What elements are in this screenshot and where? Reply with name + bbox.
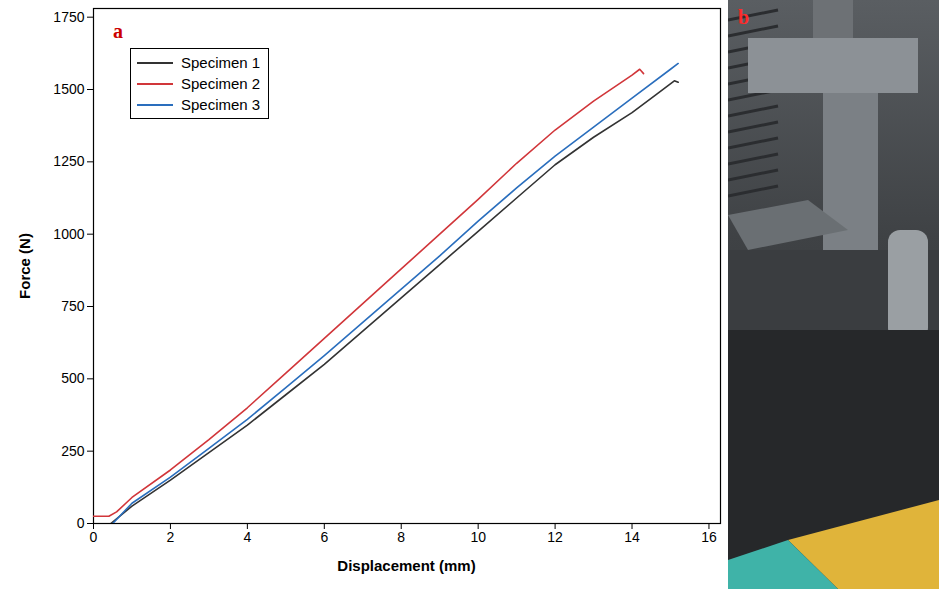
svg-text:16: 16 (701, 529, 717, 545)
html-text:Specimen 2: Specimen 2 (181, 75, 261, 92)
html-text:Displacement (mm): Displacement (mm) (337, 557, 476, 574)
svg-text:8: 8 (397, 529, 405, 545)
svg-text:1750: 1750 (53, 9, 84, 25)
html-text:Force (N): Force (N) (15, 232, 33, 299)
svg-text:0: 0 (77, 515, 85, 531)
svg-text:14: 14 (624, 529, 640, 545)
svg-text:1000: 1000 (53, 226, 84, 242)
html-text:Specimen 3: Specimen 3 (181, 96, 261, 113)
svg-text:6: 6 (320, 529, 328, 545)
svg-text:0: 0 (90, 529, 98, 545)
svg-text:250: 250 (61, 443, 85, 459)
svg-text:1500: 1500 (53, 81, 84, 97)
html-text:b: b (738, 6, 750, 28)
svg-text:750: 750 (61, 298, 85, 314)
svg-text:500: 500 (61, 370, 85, 386)
svg-text:1250: 1250 (53, 153, 84, 169)
html-text:a: a (113, 20, 123, 42)
svg-text:10: 10 (470, 529, 486, 545)
html-text:Specimen 1: Specimen 1 (181, 54, 261, 71)
svg-text:12: 12 (547, 529, 563, 545)
svg-text:2: 2 (167, 529, 175, 545)
svg-text:4: 4 (243, 529, 251, 545)
